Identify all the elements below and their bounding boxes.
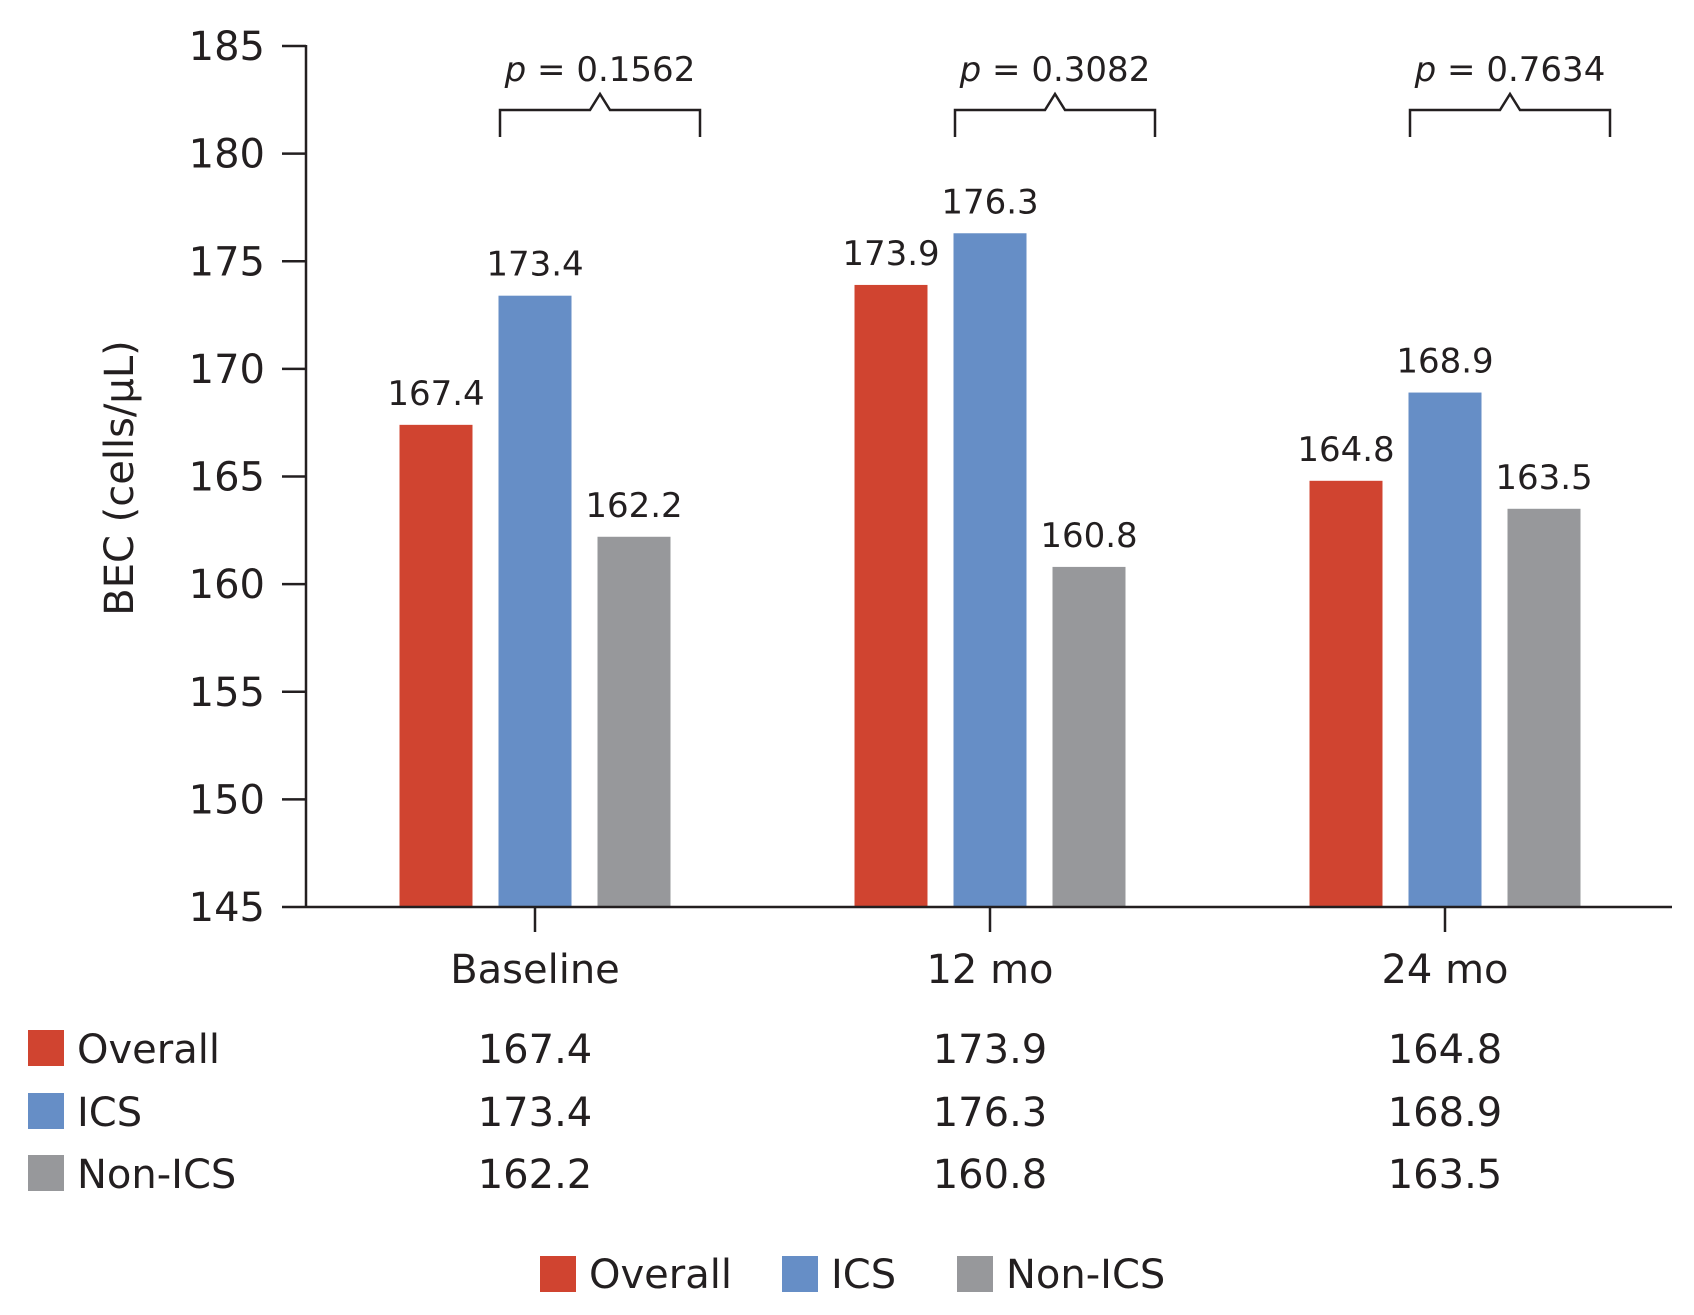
bar-ics-0 xyxy=(498,295,572,907)
legend-swatch-overall xyxy=(540,1256,576,1292)
data-table: Overall 167.4 173.9 164.8 ICS 173.4 176.3 168.9… xyxy=(28,1027,1502,1198)
x-tick-label: Baseline xyxy=(450,947,620,993)
p-symbol: p xyxy=(959,50,982,90)
table-cell: 168.9 xyxy=(1388,1090,1503,1136)
y-axis: 145 150 155 160 165 170 175 180 185 xyxy=(189,24,308,931)
p-value-bracket xyxy=(953,91,1157,137)
legend-swatch-non-ics xyxy=(957,1256,993,1292)
table-cell: 164.8 xyxy=(1388,1027,1503,1073)
y-tick-label: 180 xyxy=(189,132,265,178)
table-swatch-non-ics xyxy=(28,1155,64,1191)
legend: Overall ICS Non-ICS xyxy=(540,1252,1165,1298)
bar-overall-2 xyxy=(1309,480,1383,907)
p-value-label: p = 0.7634 xyxy=(1414,50,1606,90)
bar-value-label: 173.4 xyxy=(486,245,583,285)
y-tick-label: 145 xyxy=(189,885,265,931)
y-tick-label: 185 xyxy=(189,24,265,70)
p-value-label: p = 0.3082 xyxy=(959,50,1151,90)
bar-value-label: 164.8 xyxy=(1297,430,1394,470)
bar-value-label: 176.3 xyxy=(941,182,1038,222)
bar-value-label: 160.8 xyxy=(1040,516,1137,556)
p-symbol: p xyxy=(504,50,527,90)
bars xyxy=(399,233,1581,907)
bar-value-labels: 167.4 173.9 164.8 173.4 176.3 168.9 162.2 160.8… xyxy=(387,182,1592,556)
table-cell: 173.9 xyxy=(933,1027,1048,1073)
bar-value-label: 167.4 xyxy=(387,374,484,414)
bar-ics-2 xyxy=(1408,392,1482,907)
p-value-text: = 0.7634 xyxy=(1436,50,1605,90)
p-value-text: = 0.3082 xyxy=(981,50,1150,90)
y-tick-label: 150 xyxy=(189,777,265,823)
table-cell: 162.2 xyxy=(478,1152,593,1198)
p-value-label: p = 0.1562 xyxy=(504,50,696,90)
table-swatch-overall xyxy=(28,1030,64,1066)
bar-value-label: 173.9 xyxy=(842,234,939,274)
bar-overall-1 xyxy=(854,284,928,907)
table-cell: 173.4 xyxy=(478,1090,593,1136)
y-tick-label: 160 xyxy=(189,562,265,608)
bar-value-label: 163.5 xyxy=(1495,458,1592,498)
y-tick-label: 175 xyxy=(189,239,265,285)
x-tick-label: 12 mo xyxy=(926,947,1053,993)
table-cell: 167.4 xyxy=(478,1027,593,1073)
bar-non-ics-2 xyxy=(1507,508,1581,907)
p-symbol: p xyxy=(1414,50,1437,90)
table-row-label: Non-ICS xyxy=(77,1152,236,1198)
bar-non-ics-0 xyxy=(597,536,671,907)
table-row-label: ICS xyxy=(77,1090,142,1136)
y-tick-label: 165 xyxy=(189,455,265,501)
x-tick-label: 24 mo xyxy=(1381,947,1508,993)
legend-label: Non-ICS xyxy=(1006,1252,1165,1298)
table-swatch-ics xyxy=(28,1093,64,1129)
table-row-label: Overall xyxy=(77,1027,220,1073)
y-axis-label: BEC (cells/μL) xyxy=(97,340,143,615)
p-value-bracket xyxy=(1408,91,1612,137)
legend-swatch-ics xyxy=(782,1256,818,1292)
table-cell: 163.5 xyxy=(1388,1152,1503,1198)
y-tick-label: 170 xyxy=(189,347,265,393)
bar-ics-1 xyxy=(953,233,1027,907)
p-value-text: = 0.1562 xyxy=(526,50,695,90)
table-cell: 176.3 xyxy=(933,1090,1048,1136)
bar-value-label: 168.9 xyxy=(1396,342,1493,382)
y-tick-label: 155 xyxy=(189,670,265,716)
x-axis: Baseline 12 mo 24 mo xyxy=(306,905,1672,993)
table-cell: 160.8 xyxy=(933,1152,1048,1198)
legend-label: ICS xyxy=(831,1252,896,1298)
bar-overall-0 xyxy=(399,424,473,907)
bar-value-label: 162.2 xyxy=(585,486,682,526)
legend-label: Overall xyxy=(589,1252,732,1298)
bar-non-ics-1 xyxy=(1052,566,1126,907)
p-value-bracket xyxy=(498,91,702,137)
p-value-brackets: p = 0.1562 p = 0.3082 p = 0.7634 xyxy=(498,50,1612,137)
